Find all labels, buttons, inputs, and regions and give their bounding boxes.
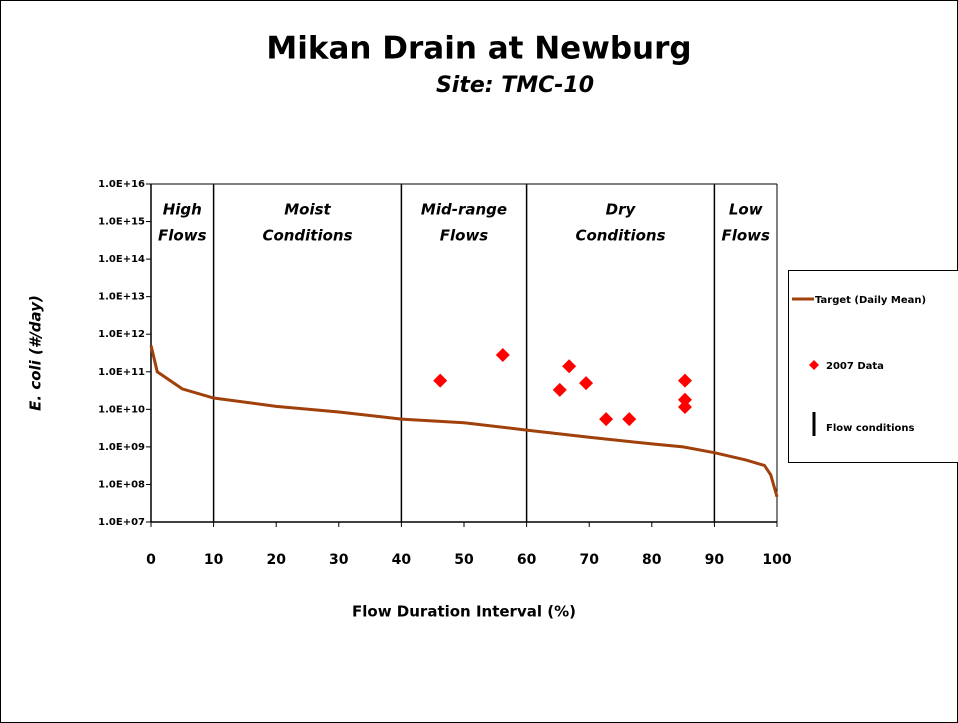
data-point xyxy=(552,382,567,397)
y-tick-label: 1.0E+15 xyxy=(98,217,145,228)
data-point xyxy=(677,400,692,415)
data-point xyxy=(677,392,692,407)
x-tick-label: 90 xyxy=(705,552,725,568)
x-tick-label: 70 xyxy=(579,552,599,568)
y-tick-label: 1.0E+16 xyxy=(98,179,145,190)
data-point xyxy=(622,412,637,427)
zone-label: Low xyxy=(729,201,763,219)
x-tick-label: 30 xyxy=(329,552,349,568)
y-axis-label: E. coli (#/day) xyxy=(27,295,45,411)
zone-label: Conditions xyxy=(262,227,352,245)
zone-label: High xyxy=(163,201,202,219)
data-point xyxy=(677,373,692,388)
legend-label: 2007 Data xyxy=(826,361,884,372)
x-tick-label: 40 xyxy=(392,552,412,568)
zone-label: Flows xyxy=(721,227,770,245)
target-line xyxy=(149,345,779,498)
x-axis-label: Flow Duration Interval (%) xyxy=(352,603,576,621)
x-tick-label: 60 xyxy=(517,552,537,568)
y-tick-label: 1.0E+10 xyxy=(98,404,145,415)
legend-label: Flow conditions xyxy=(826,423,915,434)
data-point xyxy=(599,412,614,427)
x-tick-label: 80 xyxy=(642,552,662,568)
legend-swatch xyxy=(809,360,819,370)
y-tick-label: 1.0E+14 xyxy=(98,254,145,265)
x-tick-label: 100 xyxy=(762,552,791,568)
zone-label: Conditions xyxy=(575,227,665,245)
zone-label: Flows xyxy=(158,227,207,245)
y-tick-label: 1.0E+12 xyxy=(98,329,145,340)
zone-label: Dry xyxy=(606,201,637,219)
y-tick-label: 1.0E+13 xyxy=(98,292,145,303)
x-tick-label: 50 xyxy=(454,552,474,568)
zone-label: Mid-range xyxy=(421,201,507,219)
y-tick-label: 1.0E+09 xyxy=(98,442,145,453)
legend-label: Target (Daily Mean) xyxy=(815,295,926,306)
x-tick-label: 10 xyxy=(204,552,224,568)
chart-title: Mikan Drain at Newburg xyxy=(266,31,691,67)
y-tick-label: 1.0E+07 xyxy=(98,517,145,528)
data-point xyxy=(579,376,594,391)
x-tick-label: 20 xyxy=(266,552,286,568)
y-tick-label: 1.0E+08 xyxy=(98,479,145,490)
y-tick-label: 1.0E+11 xyxy=(98,367,145,378)
zone-label: Flows xyxy=(440,227,489,245)
zone-label: Moist xyxy=(284,201,331,219)
chart-subtitle: Site: TMC-10 xyxy=(436,73,594,98)
data-point xyxy=(562,359,577,374)
x-tick-label: 0 xyxy=(146,552,156,568)
data-point xyxy=(495,347,510,362)
data-point xyxy=(433,373,448,388)
